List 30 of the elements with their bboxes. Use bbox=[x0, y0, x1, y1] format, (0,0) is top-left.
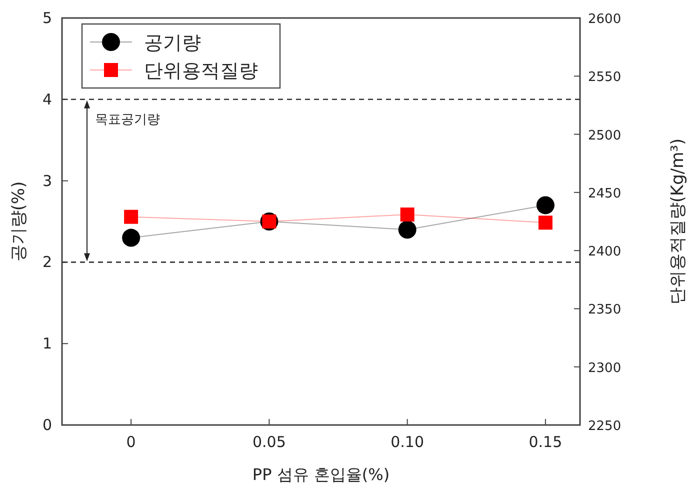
point bbox=[122, 228, 140, 247]
y-tick-label: 4 bbox=[42, 90, 52, 108]
y-tick-label: 0 bbox=[42, 416, 52, 434]
legend-label: 단위용적질량 bbox=[144, 60, 258, 82]
y-tick-label: 1 bbox=[42, 334, 52, 353]
y2-axis-title: 단위용적질량(Kg/m³) bbox=[668, 138, 688, 305]
point bbox=[398, 220, 416, 239]
y-axis-title: 공기량(%) bbox=[9, 181, 29, 262]
y2-tick-label: 2250 bbox=[588, 419, 622, 434]
y2-tick-label: 2550 bbox=[588, 70, 622, 86]
y2-tick-label: 2300 bbox=[588, 360, 622, 376]
y2-tick-label: 2350 bbox=[588, 302, 622, 318]
legend-label: 공기량 bbox=[144, 32, 201, 54]
x-tick-label: 0.10 bbox=[390, 433, 424, 451]
x-axis-title: PP 섬유 혼입율(%) bbox=[252, 465, 390, 484]
point bbox=[536, 196, 554, 214]
point bbox=[124, 210, 138, 224]
point bbox=[538, 216, 552, 230]
x-tick-label: 0.05 bbox=[252, 433, 286, 451]
y2-tick-label: 2400 bbox=[588, 244, 622, 260]
y-tick-label: 3 bbox=[42, 172, 52, 190]
y-tick-label: 5 bbox=[42, 9, 52, 27]
y2-tick-label: 2600 bbox=[588, 12, 622, 27]
y-tick-label: 2 bbox=[42, 253, 52, 272]
y2-tick-label: 2450 bbox=[588, 186, 622, 202]
x-tick-label: 0 bbox=[126, 433, 136, 451]
x-tick-label: 0.15 bbox=[528, 433, 562, 451]
point bbox=[400, 208, 414, 222]
annotation: 목표공기량 bbox=[95, 112, 160, 128]
y2-tick-label: 2500 bbox=[588, 128, 622, 144]
